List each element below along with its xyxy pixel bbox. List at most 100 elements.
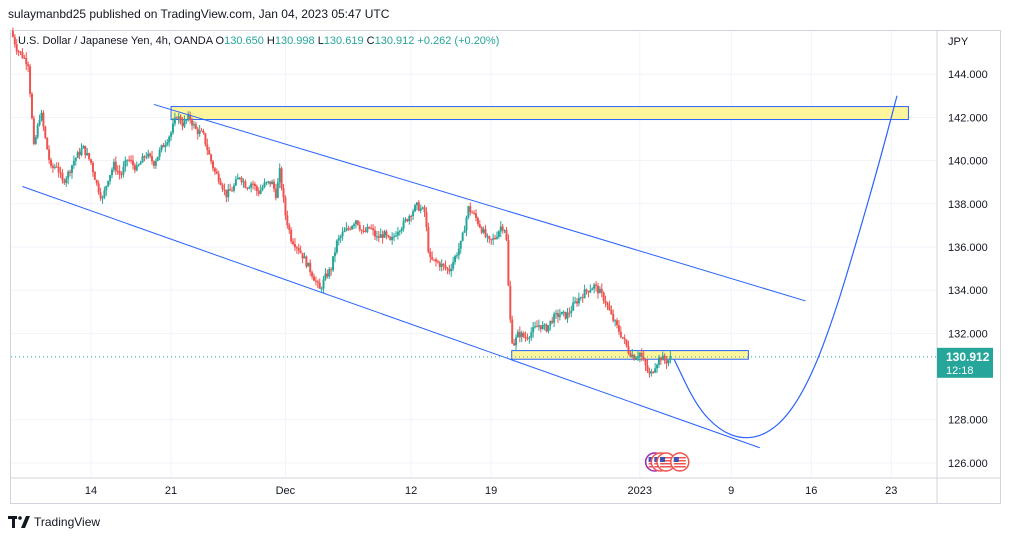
- candle-body: [431, 256, 434, 260]
- candle: [486, 233, 489, 243]
- candle: [30, 92, 33, 120]
- candle: [32, 115, 35, 146]
- candle: [95, 179, 98, 186]
- candle: [591, 287, 594, 291]
- candle: [532, 321, 535, 338]
- candle: [602, 291, 605, 305]
- candle-body: [484, 229, 487, 237]
- candle: [152, 160, 155, 169]
- candle: [566, 308, 569, 323]
- candle-body: [412, 211, 415, 217]
- candle: [137, 163, 140, 167]
- candle: [170, 131, 173, 141]
- candle-body: [429, 251, 432, 257]
- flag-stripe: [660, 466, 673, 468]
- candle-body: [391, 236, 394, 240]
- candle-body: [276, 182, 279, 198]
- candle-body: [215, 171, 218, 174]
- candle-body: [118, 170, 121, 175]
- candle-body: [162, 145, 165, 148]
- candle: [635, 355, 638, 361]
- candle: [646, 359, 649, 373]
- candle: [469, 202, 472, 216]
- tradingview-brand[interactable]: TradingView: [8, 515, 100, 529]
- candle: [210, 153, 213, 165]
- candle: [663, 353, 666, 364]
- candle-body: [356, 220, 359, 225]
- candle-body: [509, 285, 512, 320]
- candle-body: [349, 228, 352, 230]
- open-value: 130.650: [224, 35, 264, 47]
- event-markers: [644, 452, 690, 472]
- candle-body: [370, 228, 373, 230]
- candle-body: [114, 161, 117, 171]
- candle-body: [642, 356, 645, 360]
- candle-body: [116, 170, 119, 172]
- candle: [543, 323, 546, 331]
- candle-body: [225, 189, 228, 198]
- candle-body: [297, 247, 300, 251]
- candle-body: [659, 357, 662, 361]
- candle: [196, 126, 199, 140]
- candle: [366, 223, 369, 234]
- candle-body: [423, 207, 426, 213]
- candle: [509, 280, 512, 324]
- candle-body: [404, 219, 407, 221]
- candle-body: [120, 174, 123, 176]
- candle-body: [107, 180, 110, 187]
- candle-body: [576, 301, 579, 304]
- candle: [259, 184, 262, 195]
- candle: [669, 350, 672, 364]
- candle-body: [238, 177, 241, 179]
- candle: [349, 226, 352, 231]
- candle: [219, 177, 222, 186]
- candle: [48, 145, 51, 164]
- candle-body: [261, 187, 264, 190]
- candle-body: [560, 311, 563, 315]
- candle-body: [191, 120, 194, 126]
- candle: [412, 208, 415, 221]
- candle: [431, 251, 434, 261]
- candle-body: [398, 231, 401, 233]
- candle-body: [72, 160, 75, 166]
- candle: [433, 259, 436, 262]
- candle-body: [90, 159, 93, 163]
- candle: [661, 351, 664, 361]
- candle: [263, 178, 266, 189]
- candle-body: [494, 238, 497, 240]
- candle: [221, 183, 224, 192]
- candle: [583, 284, 586, 299]
- candle-body: [86, 153, 89, 156]
- candle: [231, 186, 234, 192]
- candle-body: [467, 206, 470, 218]
- candle: [55, 162, 58, 168]
- candle: [105, 185, 108, 196]
- candle-body: [669, 356, 672, 360]
- candle: [589, 284, 592, 294]
- resistance-zone: [170, 106, 909, 121]
- candle-body: [284, 197, 287, 216]
- candle-body: [255, 185, 258, 192]
- candle-body: [173, 117, 176, 124]
- candle-body: [70, 165, 73, 173]
- candle-body: [568, 312, 571, 314]
- chart-frame[interactable]: [10, 30, 1001, 504]
- candle-body: [362, 230, 365, 232]
- candle: [42, 110, 45, 132]
- candle-body: [385, 231, 388, 236]
- flag-stripe: [660, 457, 673, 459]
- candle: [522, 331, 525, 339]
- candle-body: [330, 269, 333, 271]
- candle: [448, 264, 451, 275]
- candle: [353, 222, 356, 229]
- candle: [112, 158, 115, 173]
- candle-body: [623, 338, 626, 340]
- candle: [383, 229, 386, 239]
- candle: [248, 185, 251, 190]
- candle-body: [40, 112, 43, 121]
- candle-body: [316, 281, 319, 283]
- candle-body: [657, 357, 660, 365]
- candle: [131, 155, 134, 170]
- candle-body: [335, 240, 338, 253]
